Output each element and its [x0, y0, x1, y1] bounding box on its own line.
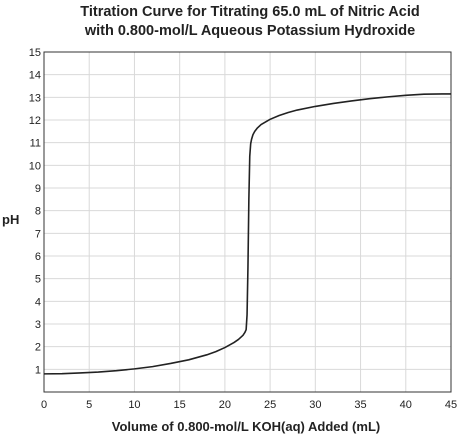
titration-curve: [43, 93, 451, 375]
plot-frame: [43, 51, 452, 393]
chart-title-line-1: Titration Curve for Titrating 65.0 mL of…: [80, 4, 419, 20]
y-tick-label: 2: [35, 342, 41, 354]
x-tick-label: 40: [400, 399, 412, 411]
x-tick-label: 15: [174, 399, 186, 411]
x-tick-label: 45: [445, 399, 457, 411]
y-tick-label: 10: [29, 160, 41, 172]
y-tick-label: 9: [35, 183, 41, 195]
x-tick-label: 20: [219, 399, 231, 411]
chart-title-line-2: with 0.800-mol/L Aqueous Potassium Hydro…: [84, 23, 415, 39]
y-tick-label: 8: [35, 206, 41, 218]
x-tick-label: 35: [354, 399, 366, 411]
x-tick-label: 10: [128, 399, 140, 411]
x-axis-label: Volume of 0.800-mol/L KOH(aq) Added (mL): [112, 419, 380, 434]
gridlines: [44, 52, 451, 392]
y-tick-label: 1: [35, 364, 41, 376]
y-tick-label: 14: [29, 70, 41, 82]
y-tick-label: 5: [35, 274, 41, 286]
y-tick-label: 3: [35, 319, 41, 331]
y-tick-label: 7: [35, 228, 41, 240]
y-tick-label: 15: [29, 47, 41, 59]
x-tick-label: 25: [264, 399, 276, 411]
y-tick-label: 12: [29, 115, 41, 127]
y-tick-label: 6: [35, 251, 41, 263]
x-tick-label: 0: [41, 399, 47, 411]
y-axis-label: pH: [2, 212, 19, 227]
y-tick-label: 4: [35, 296, 41, 308]
x-tick-label: 30: [309, 399, 321, 411]
y-tick-label: 11: [30, 138, 41, 150]
x-tick-label: 5: [86, 399, 92, 411]
y-tick-label: 13: [29, 92, 41, 104]
